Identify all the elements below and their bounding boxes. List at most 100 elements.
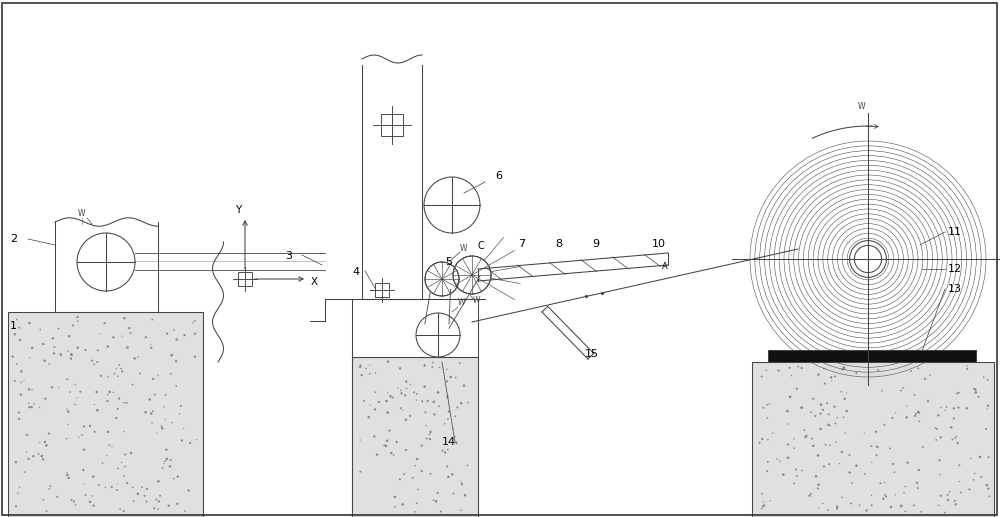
Point — [158, 446, 174, 454]
Point — [11, 408, 27, 417]
Point — [760, 435, 776, 444]
Point — [76, 422, 92, 431]
Point — [769, 455, 785, 463]
Point — [65, 321, 81, 329]
Point — [765, 429, 781, 437]
Point — [158, 391, 174, 399]
Point — [456, 382, 472, 390]
Point — [906, 391, 922, 399]
Point — [154, 424, 170, 432]
Point — [72, 388, 88, 396]
Point — [151, 497, 167, 506]
Point — [386, 451, 402, 459]
Point — [454, 480, 470, 488]
Point — [100, 397, 116, 405]
Point — [440, 446, 456, 454]
Point — [114, 332, 130, 340]
Point — [759, 414, 775, 422]
Point — [139, 485, 155, 493]
Point — [863, 491, 879, 499]
Point — [961, 485, 977, 494]
Point — [426, 410, 442, 419]
Point — [409, 390, 425, 398]
Point — [176, 331, 192, 339]
Point — [32, 326, 48, 334]
Point — [980, 376, 996, 384]
Point — [844, 479, 860, 487]
Point — [874, 387, 890, 395]
Point — [159, 455, 175, 463]
Point — [37, 438, 53, 446]
Point — [443, 373, 459, 381]
Point — [352, 361, 368, 369]
Point — [794, 404, 810, 412]
Point — [950, 439, 966, 447]
Point — [783, 372, 799, 380]
Point — [908, 409, 924, 418]
Point — [117, 450, 133, 459]
Point — [829, 414, 845, 422]
Point — [406, 388, 422, 397]
Point — [755, 502, 771, 510]
Point — [780, 420, 796, 428]
Point — [147, 390, 163, 399]
Point — [187, 317, 203, 325]
Point — [972, 453, 988, 461]
Point — [9, 360, 25, 368]
Point — [445, 425, 461, 433]
Point — [821, 460, 837, 468]
Point — [393, 404, 409, 413]
Point — [171, 409, 187, 418]
Point — [46, 343, 62, 351]
Point — [7, 330, 23, 338]
Point — [168, 382, 184, 390]
Point — [863, 442, 879, 450]
Point — [933, 403, 949, 412]
Point — [163, 370, 179, 378]
Point — [941, 488, 957, 496]
Point — [127, 354, 143, 362]
Point — [390, 384, 406, 392]
Point — [132, 369, 148, 377]
Point — [963, 454, 979, 463]
Point — [166, 475, 182, 483]
Point — [414, 397, 430, 405]
Point — [887, 491, 903, 499]
Text: 3: 3 — [285, 251, 292, 261]
Point — [817, 440, 833, 449]
Point — [424, 363, 440, 371]
Point — [842, 468, 858, 477]
Point — [754, 435, 770, 443]
Point — [108, 364, 124, 373]
Point — [439, 377, 455, 386]
Point — [189, 436, 205, 444]
Point — [794, 466, 810, 475]
Point — [163, 456, 179, 464]
Point — [10, 489, 26, 497]
Point — [417, 361, 433, 370]
Point — [895, 384, 911, 392]
Point — [835, 413, 851, 421]
Point — [948, 500, 964, 508]
Point — [810, 484, 826, 493]
Point — [857, 470, 873, 478]
Point — [780, 454, 796, 462]
Point — [89, 406, 105, 414]
Point — [76, 446, 92, 454]
Point — [762, 496, 778, 505]
Point — [159, 329, 175, 338]
Point — [70, 317, 86, 325]
Point — [920, 397, 936, 405]
Point — [948, 432, 964, 440]
Point — [816, 462, 832, 470]
Point — [45, 334, 61, 342]
Point — [59, 471, 75, 479]
Point — [981, 492, 997, 500]
Point — [13, 368, 29, 376]
Point — [909, 479, 925, 487]
Point — [453, 399, 469, 407]
Point — [380, 389, 396, 397]
Point — [362, 370, 378, 378]
Point — [838, 389, 854, 397]
Point — [822, 421, 838, 430]
